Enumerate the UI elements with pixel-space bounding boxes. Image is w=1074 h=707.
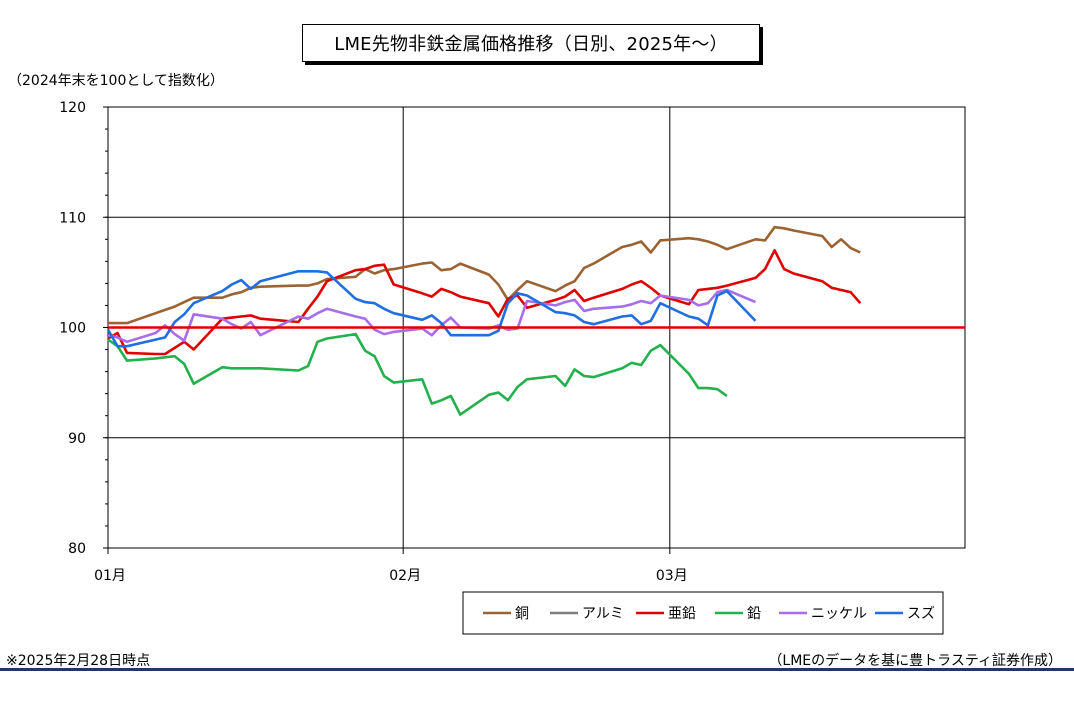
series-line-鉛 [107, 332, 728, 416]
legend-label: ニッケル [811, 606, 867, 622]
series-line-亜鉛 [107, 249, 862, 356]
legend-label: 鉛 [747, 606, 761, 622]
y-tick-label: 90 [68, 431, 86, 447]
y-tick-label: 100 [59, 321, 86, 337]
chart-title: LME先物非鉄金属価格推移（日別、2025年～） [302, 24, 760, 62]
footnote-date: ※2025年2月28日時点 [6, 653, 151, 669]
x-tick-label: 02月 [389, 568, 421, 584]
legend-box [462, 591, 944, 635]
series-line-銅 [108, 225, 861, 325]
legend: 銅 アルミ 亜鉛 鉛 ニッケル スズ [462, 591, 944, 635]
y-axis-unit-note: （2024年末を100として指数化） [8, 73, 224, 89]
series-line-ニッケル [107, 288, 757, 344]
bottom-divider [0, 668, 1074, 671]
axes [103, 106, 966, 554]
legend-label: 銅 [515, 606, 529, 622]
y-tick-label: 110 [59, 210, 86, 226]
y-tick-label: 120 [59, 100, 86, 116]
tick-labels: 120 110 100 90 80 01月 02月 03月 [59, 100, 687, 584]
y-tick-label: 80 [68, 541, 86, 557]
x-tick-label: 03月 [656, 568, 688, 584]
legend-label: スズ [907, 606, 935, 622]
series-line-スズ [106, 270, 757, 348]
x-tick-label: 01月 [94, 568, 126, 584]
footnote-source: （LMEのデータを基に豊トラスティ証券作成） [768, 653, 1062, 669]
legend-label: 亜鉛 [668, 606, 696, 622]
series-layer [106, 225, 965, 416]
legend-label: アルミ [582, 606, 624, 622]
